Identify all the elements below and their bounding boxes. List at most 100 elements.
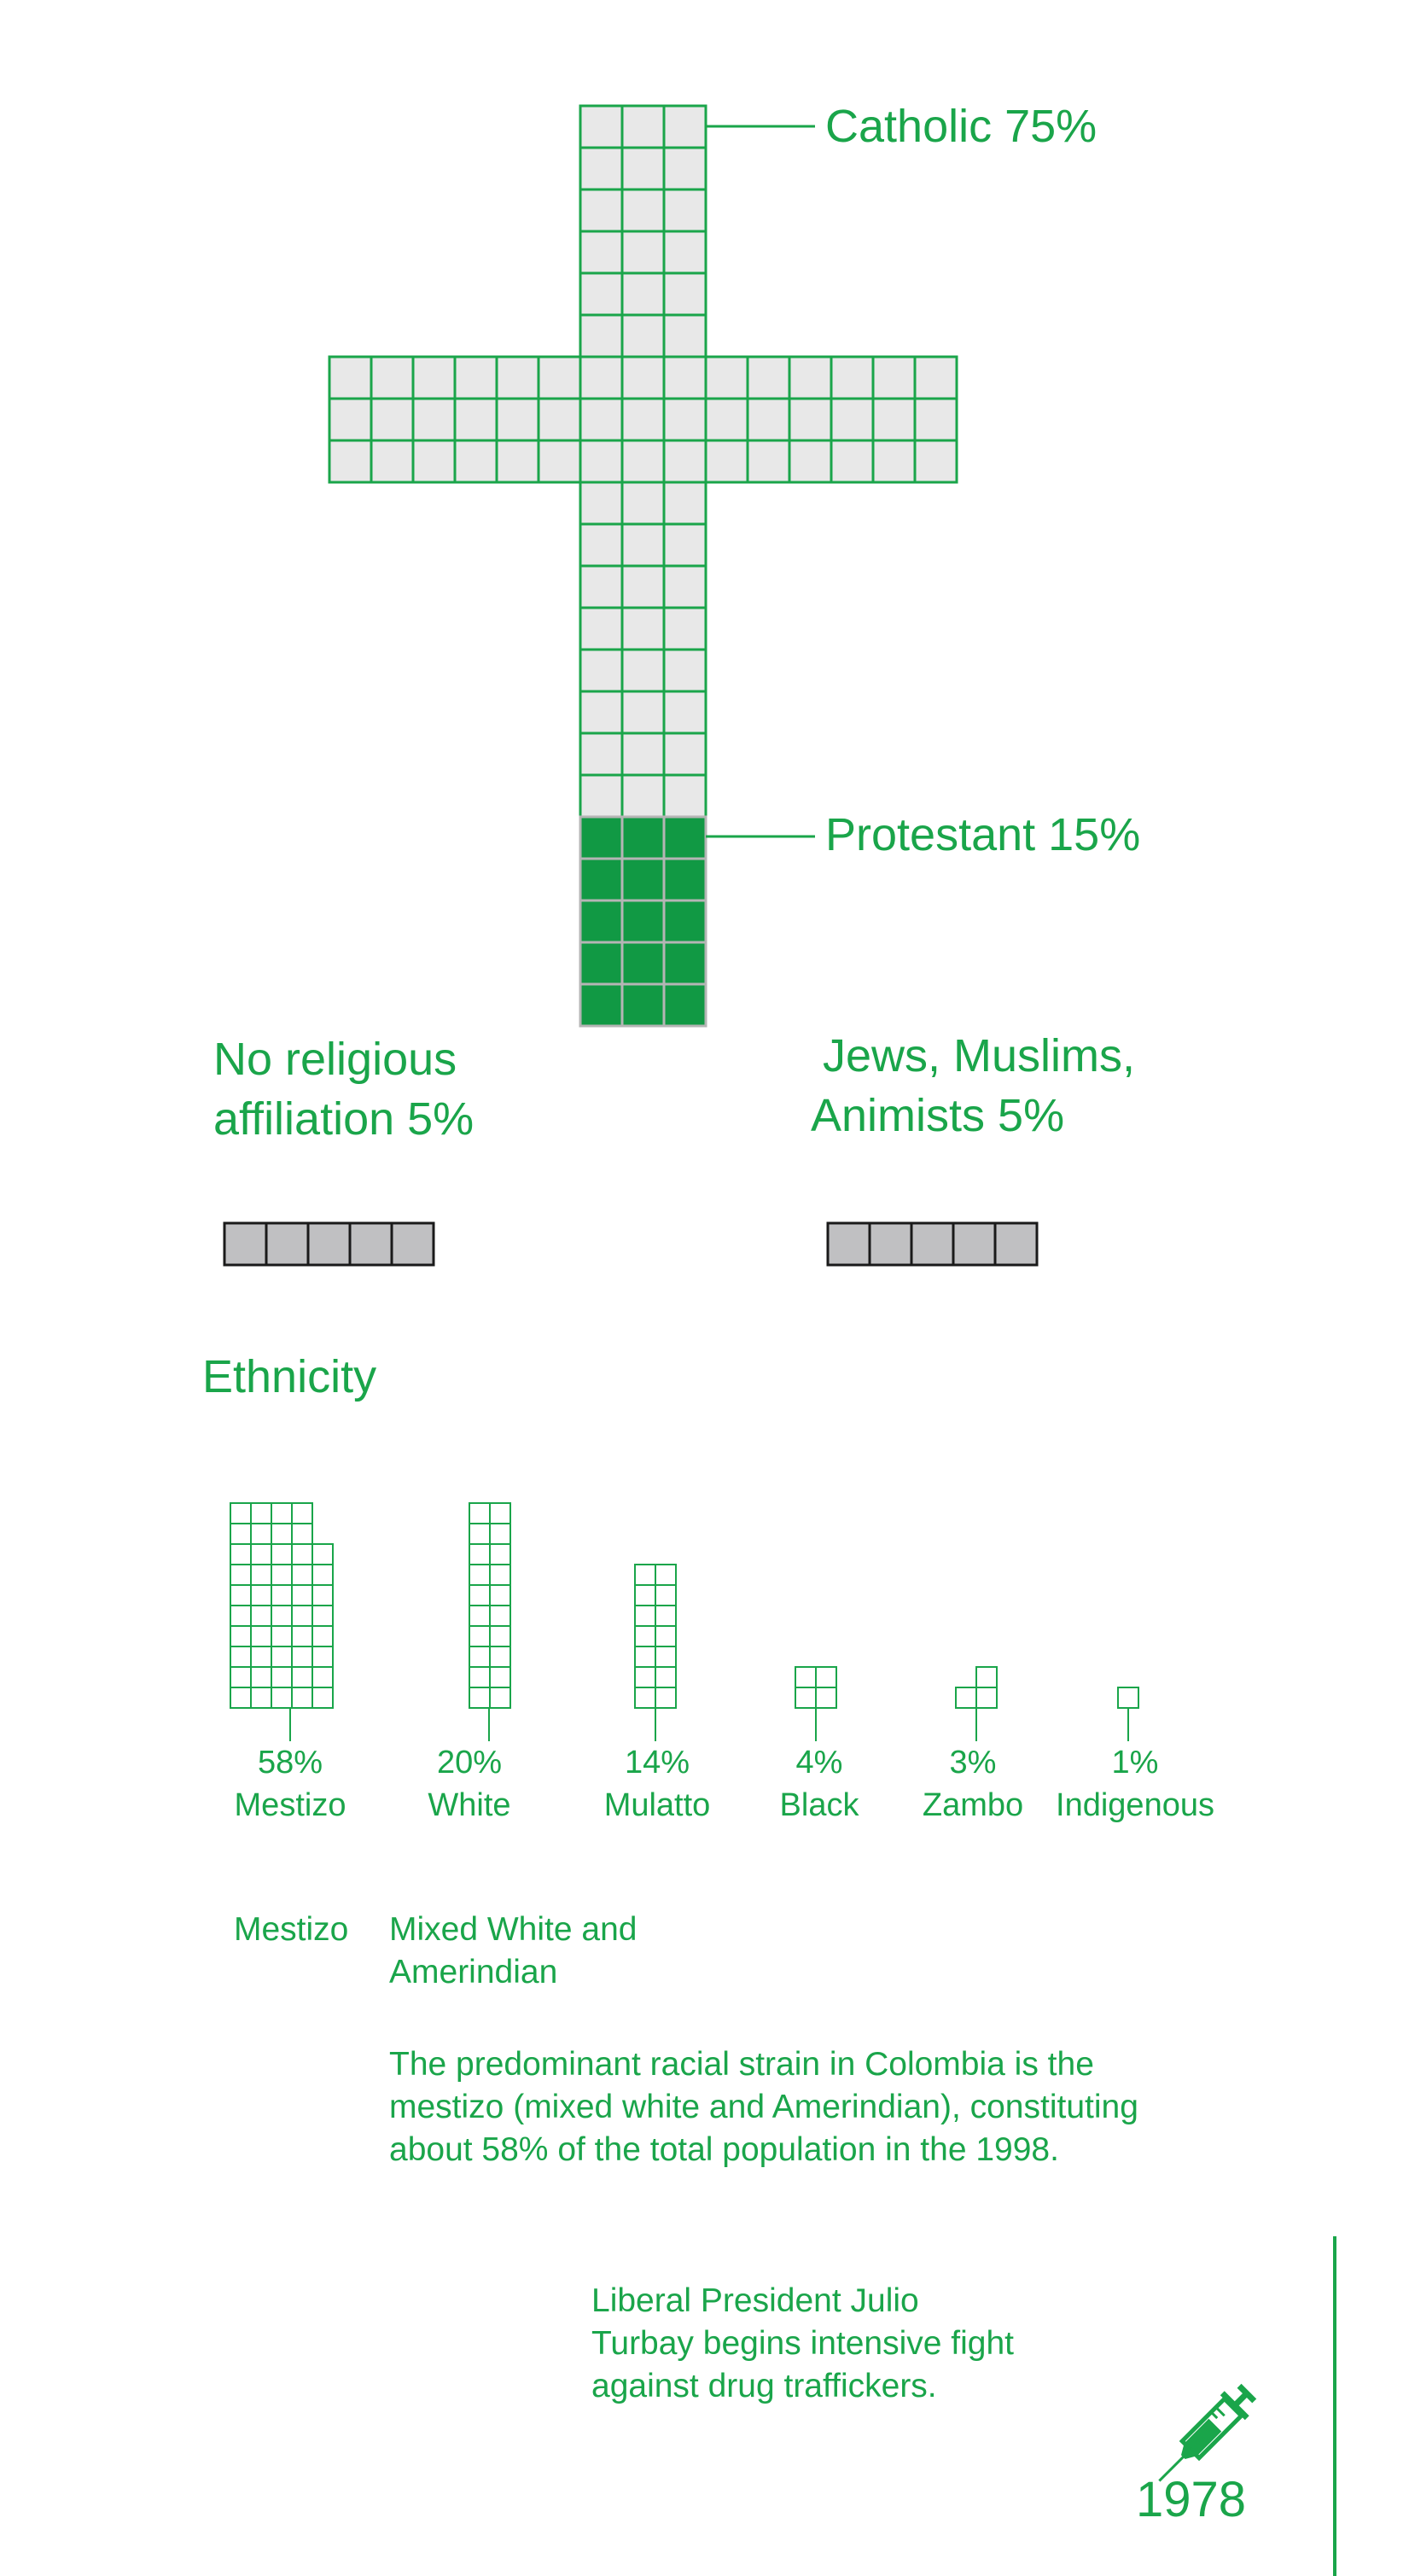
catholic-cell xyxy=(871,397,917,442)
catholic-cell xyxy=(495,355,540,400)
ethnicity-name: Mulatto xyxy=(603,1787,711,1823)
no-religion-cell xyxy=(348,1221,393,1267)
mestizo-cell xyxy=(291,1625,313,1647)
syringe-hub xyxy=(1180,2442,1198,2460)
white-cell xyxy=(469,1646,491,1668)
mestizo-cell xyxy=(291,1543,313,1565)
catholic-cell xyxy=(788,397,833,442)
mestizo-cell xyxy=(311,1605,334,1627)
label-no-religion-line1: No religious xyxy=(213,1034,457,1085)
catholic-cell xyxy=(913,439,958,484)
mulatto-cell xyxy=(655,1646,677,1668)
catholic-cell xyxy=(579,230,624,275)
catholic-cell xyxy=(620,188,666,233)
mestizo-cell xyxy=(230,1646,252,1668)
mestizo-cell xyxy=(271,1584,293,1606)
catholic-cell xyxy=(704,397,749,442)
catholic-cell xyxy=(620,397,666,442)
catholic-cell xyxy=(579,648,624,693)
catholic-cell xyxy=(620,313,666,358)
white-cell xyxy=(469,1625,491,1647)
catholic-cell xyxy=(579,355,624,400)
catholic-cell xyxy=(662,397,707,442)
mestizo-cell xyxy=(291,1605,313,1627)
mestizo-cell xyxy=(271,1564,293,1586)
ethnicity-value: 3% xyxy=(949,1745,997,1780)
catholic-cell xyxy=(579,731,624,777)
syringe-needle xyxy=(1158,2456,1185,2482)
ethnicity-title: Ethnicity xyxy=(202,1351,377,1402)
catholic-cell xyxy=(620,439,666,484)
white-cell xyxy=(489,1646,511,1668)
catholic-cell xyxy=(579,773,624,819)
catholic-cell xyxy=(662,104,707,149)
catholic-cell xyxy=(704,355,749,400)
timeline-event-line: against drug traffickers. xyxy=(591,2368,937,2404)
mulatto-cell xyxy=(655,1605,677,1627)
label-other-religions: Jews, Muslims, Animists 5% xyxy=(811,1026,1135,1145)
protestant-cell xyxy=(579,899,624,944)
mestizo-cell xyxy=(230,1625,252,1647)
mestizo-cell xyxy=(230,1666,252,1688)
mulatto-cell xyxy=(634,1605,656,1627)
mulatto-cell xyxy=(655,1564,677,1586)
other-religion-cell xyxy=(993,1221,1039,1267)
protestant-cell xyxy=(579,941,624,986)
protestant-cell xyxy=(620,899,666,944)
catholic-cell xyxy=(662,522,707,568)
mestizo-cell xyxy=(250,1666,272,1688)
catholic-cell xyxy=(620,648,666,693)
mestizo-cell xyxy=(271,1543,293,1565)
ethnicity-label-black: 4% Black xyxy=(734,1741,905,1827)
label-protestant: Protestant 15% xyxy=(825,809,1141,860)
catholic-cell xyxy=(913,355,958,400)
mestizo-cell xyxy=(271,1605,293,1627)
timeline-line xyxy=(1333,2236,1336,2576)
catholic-cell xyxy=(913,397,958,442)
mestizo-cell xyxy=(311,1584,334,1606)
mestizo-cell xyxy=(250,1543,272,1565)
definition-meaning-line1: Mixed White and xyxy=(389,1911,638,1948)
catholic-cell xyxy=(579,564,624,609)
catholic-cell xyxy=(579,188,624,233)
other-religion-cell xyxy=(826,1221,871,1267)
definition-paragraph-line: about 58% of the total population in the… xyxy=(389,2131,1059,2168)
white-cell xyxy=(489,1605,511,1627)
label-catholic: Catholic 75% xyxy=(825,101,1098,152)
white-cell xyxy=(469,1666,491,1688)
definition-paragraph: The predominant racial strain in Colombi… xyxy=(389,2043,1138,2171)
mestizo-cell xyxy=(250,1584,272,1606)
catholic-cell xyxy=(495,397,540,442)
mestizo-cell xyxy=(291,1687,313,1709)
catholic-cell xyxy=(662,313,707,358)
syringe-tick xyxy=(1211,2412,1219,2420)
catholic-cell xyxy=(453,439,498,484)
indigenous-cell xyxy=(1117,1687,1139,1709)
catholic-cell xyxy=(537,397,582,442)
mestizo-cell xyxy=(271,1666,293,1688)
mulatto-cell xyxy=(634,1564,656,1586)
protestant-cell xyxy=(662,815,707,860)
definition-paragraph-line: The predominant racial strain in Colombi… xyxy=(389,2046,1094,2083)
white-cell xyxy=(469,1523,491,1545)
mestizo-cell xyxy=(311,1564,334,1586)
mestizo-cell xyxy=(271,1523,293,1545)
white-cell xyxy=(469,1564,491,1586)
timeline-event-line: Turbay begins intensive fight xyxy=(591,2325,1015,2362)
other-religion-cell xyxy=(910,1221,955,1267)
catholic-cell xyxy=(662,439,707,484)
syringe-icon xyxy=(1158,2383,1257,2482)
white-cell xyxy=(469,1584,491,1606)
mestizo-cell xyxy=(291,1523,313,1545)
white-cell xyxy=(489,1564,511,1586)
catholic-cell xyxy=(579,481,624,526)
catholic-cell xyxy=(370,397,415,442)
no-religion-cell xyxy=(306,1221,352,1267)
catholic-cell xyxy=(662,564,707,609)
ethnicity-label-indigenous: 1% Indigenous xyxy=(1033,1741,1237,1827)
catholic-cell xyxy=(620,481,666,526)
mestizo-cell xyxy=(291,1646,313,1668)
catholic-cell xyxy=(328,355,373,400)
mestizo-cell xyxy=(230,1564,252,1586)
mulatto-cell xyxy=(634,1687,656,1709)
